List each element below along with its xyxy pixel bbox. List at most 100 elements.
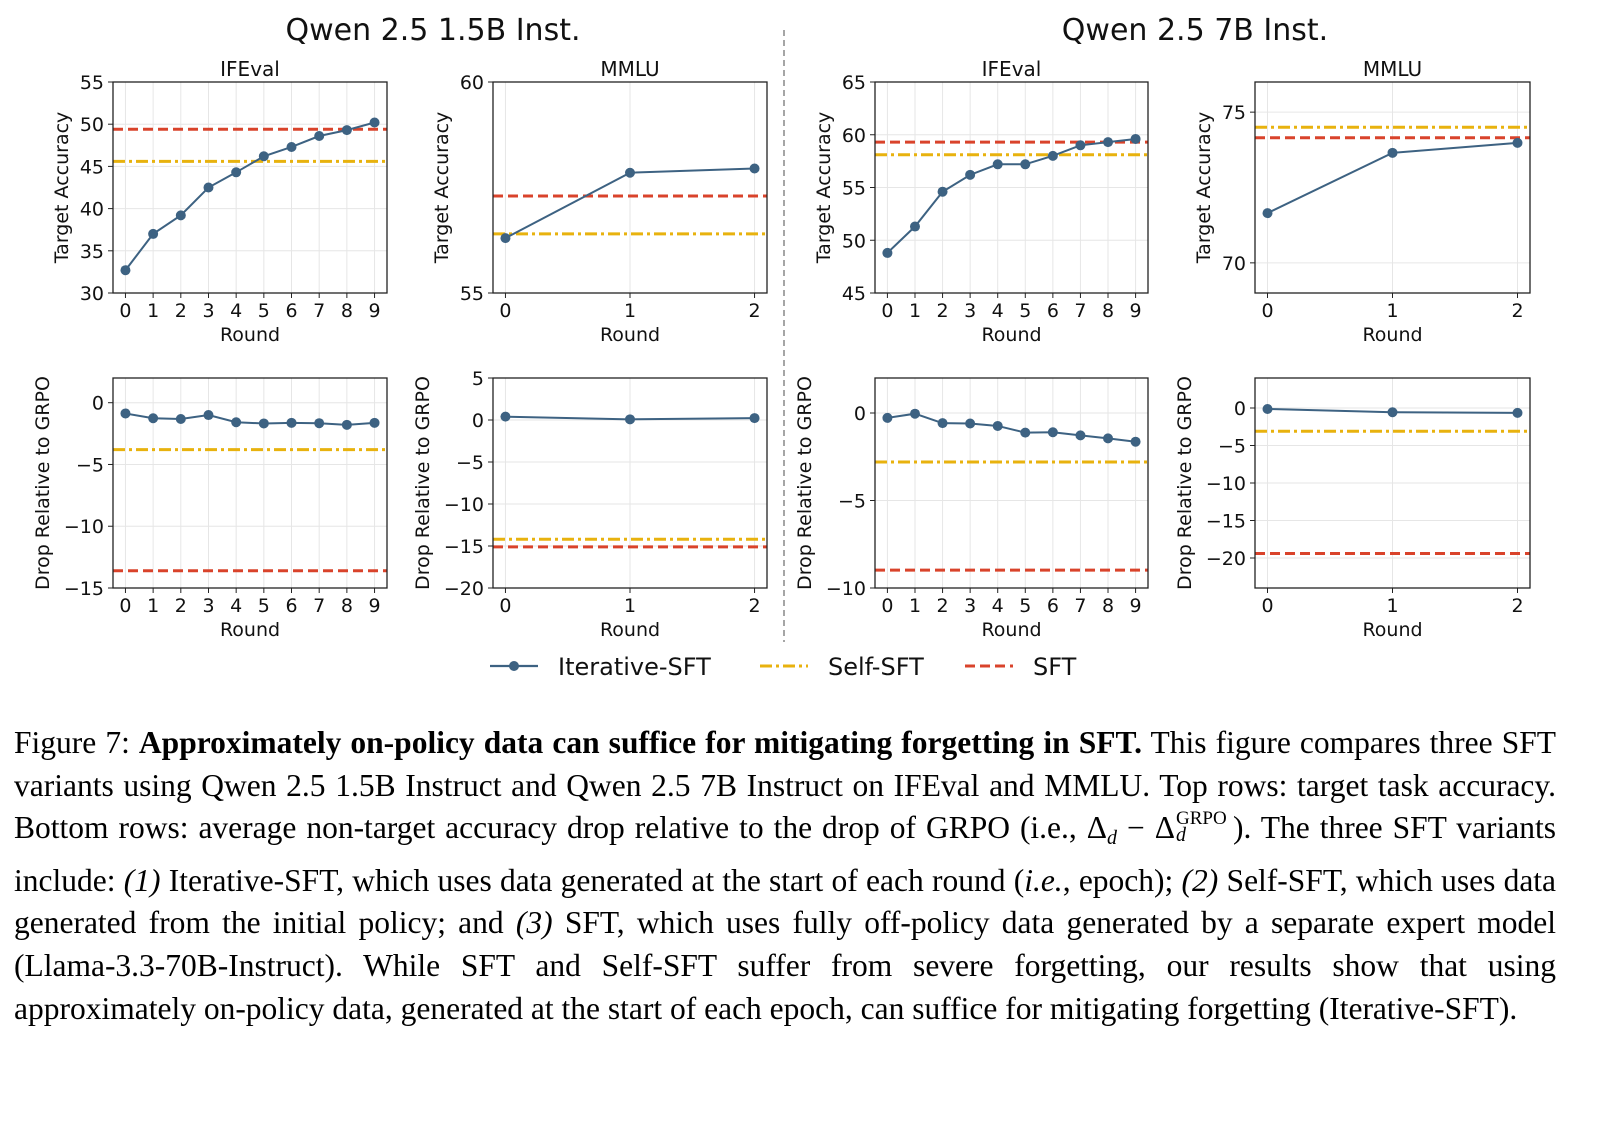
y-tick-label: −15 <box>64 578 104 600</box>
iterative-sft-point <box>1103 433 1114 444</box>
x-tick-label: 5 <box>1019 595 1031 617</box>
y-tick-label: −10 <box>1206 473 1246 495</box>
x-tick-label: 0 <box>499 595 511 617</box>
caption-text: Iterative-SFT, which uses data generated… <box>168 862 1025 898</box>
caption-label: Figure 7: <box>14 725 130 760</box>
y-tick-label: −20 <box>1206 548 1246 570</box>
iterative-sft-point <box>937 186 948 197</box>
y-tick-label: 40 <box>80 199 104 221</box>
x-tick-label: 1 <box>147 595 159 617</box>
x-axis-label: Round <box>981 619 1041 641</box>
iterative-sft-point <box>909 408 920 419</box>
x-tick-label: 8 <box>341 595 353 617</box>
y-tick-label: 50 <box>842 230 866 252</box>
y-tick-label: −5 <box>456 452 484 474</box>
y-tick-label: 0 <box>854 403 866 425</box>
x-tick-label: 5 <box>258 300 270 322</box>
x-tick-label: 1 <box>909 595 921 617</box>
y-tick-label: 45 <box>842 283 866 305</box>
iterative-sft-point <box>203 182 214 193</box>
math-delta-grpo: Δ <box>1154 810 1175 846</box>
caption-text: Self-SFT, which uses data generated from… <box>14 862 1557 941</box>
x-tick-label: 1 <box>909 300 921 322</box>
iterative-sft-point <box>369 117 380 128</box>
iterative-sft-point <box>258 418 269 429</box>
y-tick-label: 35 <box>80 241 104 263</box>
x-axis-label: Round <box>1362 324 1422 346</box>
group-title-7b: Qwen 2.5 7B Inst. <box>1062 13 1328 48</box>
y-tick-label: 0 <box>92 393 104 415</box>
y-axis-label: Target Accuracy <box>813 112 835 265</box>
x-tick-label: 7 <box>313 595 325 617</box>
x-tick-label: 1 <box>624 595 636 617</box>
iterative-sft-point <box>992 420 1003 431</box>
x-axis-label: Round <box>1362 619 1422 641</box>
x-tick-label: 2 <box>175 595 187 617</box>
axes-frame <box>874 377 1149 589</box>
legend-self-sft-label: Self-SFT <box>828 653 924 681</box>
x-tick-label: 6 <box>1047 300 1059 322</box>
y-tick-label: −10 <box>826 578 866 600</box>
x-tick-label: 3 <box>202 300 214 322</box>
caption-italic: (3) <box>515 905 553 941</box>
y-tick-label: 60 <box>460 72 484 94</box>
y-tick-label: 60 <box>842 125 866 147</box>
iterative-sft-point <box>1387 147 1398 158</box>
x-tick-label: 2 <box>937 300 949 322</box>
iterative-sft-point <box>1512 407 1523 418</box>
axes-frame <box>112 81 388 294</box>
iterative-sft-point <box>148 413 159 424</box>
y-tick-label: 50 <box>80 114 104 136</box>
iterative-sft-point <box>1103 137 1114 148</box>
x-tick-label: 3 <box>202 595 214 617</box>
y-axis-label: Drop Relative to GRPO <box>412 376 434 590</box>
figure-caption: Figure 7: Approximately on-policy data c… <box>14 722 1556 1030</box>
y-tick-label: 55 <box>80 72 104 94</box>
x-axis-label: Round <box>220 619 280 641</box>
x-tick-label: 8 <box>1102 300 1114 322</box>
panel-5: 0 1 2 −20 −15 −10 −5 0 5 Round Drop Relative to GR… <box>412 368 768 641</box>
iterative-sft-point <box>500 233 511 244</box>
iterative-sft-point <box>286 141 297 152</box>
iterative-sft-point <box>1047 427 1058 438</box>
iterative-sft-point <box>1075 140 1086 151</box>
x-tick-label: 5 <box>258 595 270 617</box>
iterative-sft-point <box>965 418 976 429</box>
panel-title: MMLU <box>600 57 659 81</box>
iterative-sft-point <box>749 413 760 424</box>
iterative-sft-point <box>286 417 297 428</box>
x-tick-label: 5 <box>1019 300 1031 322</box>
x-tick-label: 3 <box>964 300 976 322</box>
y-tick-label: 75 <box>1222 102 1246 124</box>
iterative-sft-point <box>1512 137 1523 148</box>
x-tick-label: 7 <box>313 300 325 322</box>
iterative-sft-point <box>625 167 635 178</box>
iterative-sft-point <box>231 167 242 178</box>
x-tick-label: 9 <box>368 300 380 322</box>
legend-iterative-sft-marker <box>509 661 519 671</box>
y-tick-label: −10 <box>64 516 104 538</box>
x-tick-label: 7 <box>1074 300 1086 322</box>
math-sub-d2: d <box>1176 824 1186 847</box>
iterative-sft-point <box>1047 150 1058 161</box>
x-tick-label: 8 <box>341 300 353 322</box>
iterative-sft-point <box>909 221 920 232</box>
iterative-sft-point <box>965 169 976 180</box>
x-tick-label: 4 <box>230 300 242 322</box>
x-tick-label: 2 <box>748 300 760 322</box>
iterative-sft-point <box>882 412 893 423</box>
x-tick-label: 4 <box>992 300 1004 322</box>
x-tick-label: 2 <box>748 595 760 617</box>
y-tick-label: −15 <box>444 536 484 558</box>
x-tick-label: 1 <box>624 300 636 322</box>
iterative-sft-point <box>175 210 186 221</box>
iterative-sft-point <box>992 159 1003 170</box>
x-tick-label: 6 <box>285 300 297 322</box>
y-axis-label: Target Accuracy <box>51 112 73 265</box>
y-tick-label: 70 <box>1222 253 1246 275</box>
y-axis-label: Target Accuracy <box>431 112 453 265</box>
